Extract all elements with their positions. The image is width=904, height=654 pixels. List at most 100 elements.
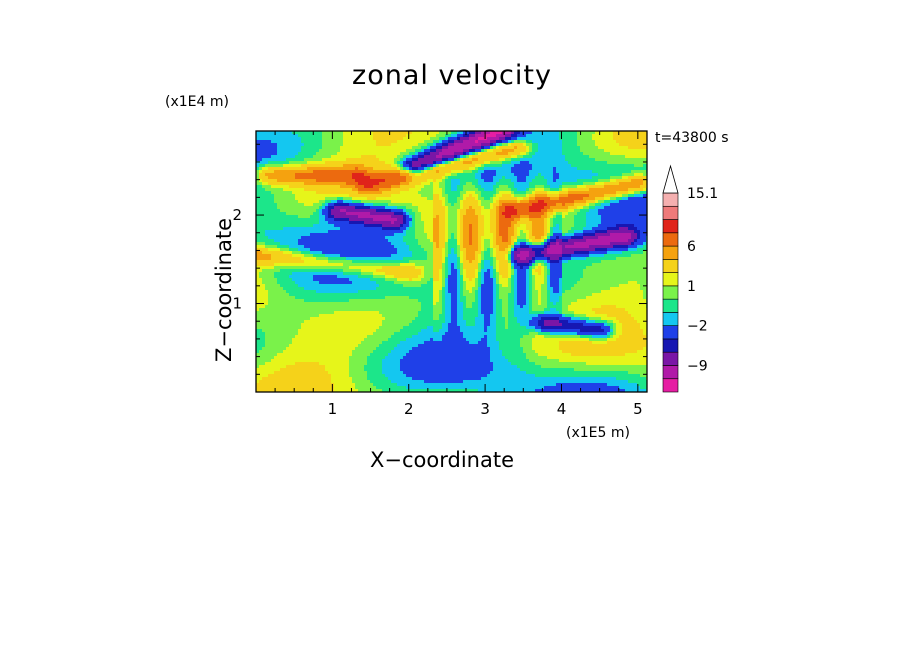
contour-cell <box>424 158 428 162</box>
contour-cell <box>412 242 416 246</box>
contour-cell <box>307 221 311 225</box>
contour-cell <box>499 143 503 147</box>
contour-cell <box>445 170 449 174</box>
contour-cell <box>442 152 446 156</box>
contour-cell <box>448 131 452 135</box>
contour-cell <box>535 215 539 219</box>
contour-cell <box>565 236 569 240</box>
contour-cell <box>334 131 338 135</box>
contour-cell <box>274 176 278 180</box>
contour-cell <box>445 173 449 177</box>
contour-cell <box>268 131 272 135</box>
contour-cell <box>364 215 368 219</box>
contour-cell <box>613 224 617 228</box>
contour-cell <box>262 155 266 159</box>
contour-cell <box>367 146 371 150</box>
contour-cell <box>511 233 515 237</box>
contour-cell <box>394 197 398 201</box>
contour-cell <box>424 140 428 144</box>
contour-cell <box>403 206 407 210</box>
contour-cell <box>340 206 344 210</box>
contour-cell <box>256 155 260 159</box>
contour-cell <box>547 152 551 156</box>
contour-cell <box>346 140 350 144</box>
contour-cell <box>286 218 290 222</box>
contour-cell <box>508 176 512 180</box>
contour-cell <box>298 215 302 219</box>
contour-cell <box>364 158 368 162</box>
contour-cell <box>445 236 449 240</box>
contour-cell <box>406 236 410 240</box>
contour-cell <box>391 161 395 165</box>
contour-cell <box>352 203 356 207</box>
contour-cell <box>625 149 629 153</box>
contour-cell <box>385 170 389 174</box>
contour-cell <box>361 197 365 201</box>
contour-cell <box>559 236 563 240</box>
contour-cell <box>451 197 455 201</box>
contour-cell <box>556 197 560 201</box>
contour-cell <box>499 146 503 150</box>
contour-cell <box>562 143 566 147</box>
contour-cell <box>448 143 452 147</box>
contour-cell <box>367 176 371 180</box>
contour-cell <box>637 134 641 138</box>
contour-cell <box>430 134 434 138</box>
contour-cell <box>325 158 329 162</box>
contour-cell <box>571 167 575 171</box>
contour-cell <box>442 146 446 150</box>
contour-cell <box>634 227 638 231</box>
contour-cell <box>622 170 626 174</box>
contour-cell <box>427 146 431 150</box>
contour-cell <box>274 218 278 222</box>
contour-cell <box>379 227 383 231</box>
contour-cell <box>313 236 317 240</box>
contour-cell <box>286 227 290 231</box>
contour-cell <box>595 173 599 177</box>
contour-cell <box>328 230 332 234</box>
contour-cell <box>289 200 293 204</box>
contour-cell <box>463 167 467 171</box>
contour-cell <box>640 158 644 162</box>
contour-cell <box>406 182 410 186</box>
contour-cell <box>484 188 488 192</box>
contour-cell <box>304 218 308 222</box>
contour-cell <box>433 206 437 210</box>
contour-cell <box>397 203 401 207</box>
contour-cell <box>469 161 473 165</box>
contour-cell <box>430 236 434 240</box>
contour-cell <box>643 197 647 201</box>
contour-cell <box>379 194 383 198</box>
contour-cell <box>613 200 617 204</box>
contour-cell <box>526 161 530 165</box>
contour-cell <box>421 212 425 216</box>
contour-cell <box>589 134 593 138</box>
contour-cell <box>631 134 635 138</box>
contour-cell <box>376 146 380 150</box>
contour-cell <box>367 167 371 171</box>
contour-cell <box>490 221 494 225</box>
contour-cell <box>526 164 530 168</box>
contour-cell <box>346 131 350 135</box>
contour-cell <box>592 140 596 144</box>
contour-cell <box>352 224 356 228</box>
contour-cell <box>469 227 473 231</box>
contour-cell <box>592 230 596 234</box>
contour-cell <box>415 143 419 147</box>
contour-cell <box>319 149 323 153</box>
contour-cell <box>379 170 383 174</box>
contour-cell <box>268 158 272 162</box>
contour-cell <box>607 170 611 174</box>
contour-cell <box>412 134 416 138</box>
contour-cell <box>370 143 374 147</box>
contour-cell <box>550 173 554 177</box>
contour-cell <box>325 167 329 171</box>
contour-cell <box>571 182 575 186</box>
contour-cell <box>268 194 272 198</box>
contour-cell <box>403 143 407 147</box>
contour-cell <box>580 224 584 228</box>
contour-cell <box>622 215 626 219</box>
contour-cell <box>526 173 530 177</box>
contour-cell <box>604 215 608 219</box>
contour-cell <box>388 194 392 198</box>
